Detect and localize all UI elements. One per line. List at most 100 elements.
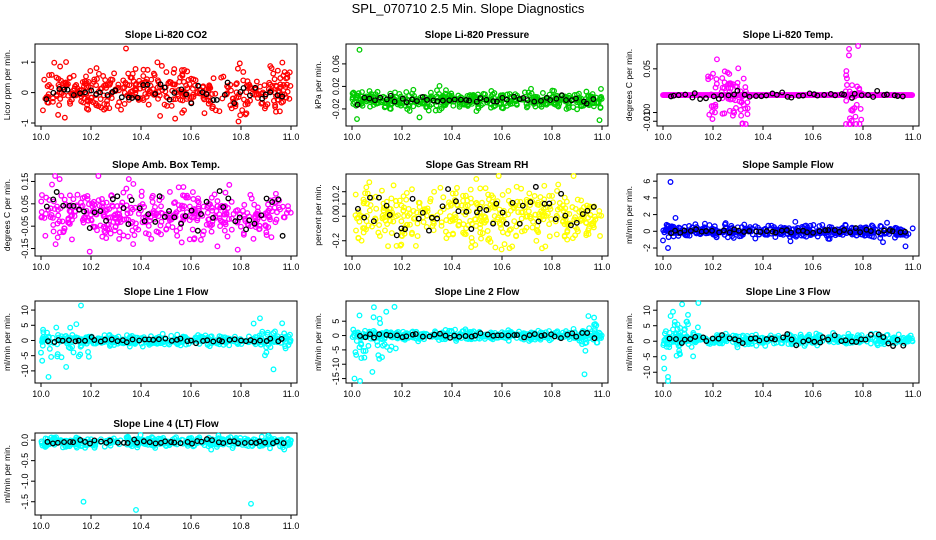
data-point <box>858 92 865 99</box>
data-point <box>356 218 363 225</box>
data-point <box>558 190 565 197</box>
data-point <box>231 336 238 343</box>
data-point <box>61 196 68 203</box>
data-point <box>235 440 242 447</box>
data-point <box>690 353 697 360</box>
plot-frame <box>34 173 298 257</box>
data-point <box>350 326 357 333</box>
data-point <box>784 93 791 100</box>
data-point <box>540 213 547 220</box>
panel-title: Slope Amb. Box Temp. <box>112 160 220 171</box>
data-point <box>811 338 818 345</box>
data-point <box>412 242 419 249</box>
highlight-points <box>44 436 287 447</box>
y-tick-label: -0.01 <box>642 111 652 132</box>
data-point <box>49 98 56 105</box>
data-point <box>42 443 49 450</box>
data-point <box>767 332 774 339</box>
data-point <box>518 209 525 216</box>
panel-title: Slope Line 4 (LT) Flow <box>113 419 219 430</box>
data-point <box>472 332 479 339</box>
x-tick-label: 10.0 <box>343 389 361 399</box>
data-point <box>842 337 849 344</box>
data-point <box>711 223 718 230</box>
data-point <box>367 331 373 338</box>
data-point <box>112 87 119 94</box>
data-point <box>257 315 263 322</box>
data-point <box>463 225 470 232</box>
data-point <box>157 81 164 88</box>
x-tick-label: 11.0 <box>594 389 611 399</box>
data-point <box>88 217 95 224</box>
data-point <box>816 228 823 235</box>
data-point <box>103 217 110 224</box>
data-point <box>403 196 410 203</box>
data-point <box>361 354 368 361</box>
data-point <box>251 201 258 208</box>
data-point <box>721 68 728 75</box>
data-point <box>216 108 223 115</box>
data-point <box>426 227 432 234</box>
data-point <box>477 95 484 102</box>
data-point <box>240 85 247 91</box>
data-point <box>402 103 409 109</box>
data-point <box>438 219 445 226</box>
data-point <box>737 88 744 95</box>
data-point <box>53 324 60 331</box>
y-tick-label: 0.02 <box>331 78 341 96</box>
data-point <box>279 320 286 327</box>
x-tick-label: 10.0 <box>32 389 50 399</box>
data-point <box>197 236 204 243</box>
data-point <box>797 331 804 338</box>
data-point <box>189 85 196 92</box>
data-point <box>393 232 400 239</box>
data-point <box>500 217 506 224</box>
data-point <box>841 91 848 98</box>
data-point <box>431 188 438 195</box>
data-point <box>200 95 207 101</box>
x-tick-label: 10.2 <box>704 132 722 142</box>
data-point <box>92 442 99 449</box>
y-tick-label: -5 <box>642 353 652 361</box>
data-point <box>55 111 62 118</box>
x-tick-label: 10.6 <box>182 521 200 531</box>
data-point <box>673 336 679 343</box>
data-point <box>359 89 365 95</box>
data-point <box>490 98 497 105</box>
data-point <box>151 72 158 79</box>
data-point <box>563 97 569 104</box>
data-point <box>687 336 694 342</box>
data-point <box>451 96 458 103</box>
data-point <box>908 335 915 342</box>
plot-frame <box>656 173 920 257</box>
data-point <box>107 230 114 237</box>
data-point <box>735 65 742 72</box>
data-point <box>82 439 89 445</box>
data-point <box>590 103 597 110</box>
data-point <box>107 437 113 444</box>
data-point <box>705 76 712 83</box>
data-point <box>388 195 395 202</box>
data-point <box>171 81 178 88</box>
data-point <box>778 340 785 347</box>
data-point <box>381 104 388 111</box>
data-point <box>263 195 270 202</box>
data-point <box>551 333 558 340</box>
data-point <box>234 207 241 214</box>
data-point <box>228 226 235 233</box>
data-point <box>814 92 821 99</box>
data-point <box>518 228 525 235</box>
data-point <box>406 221 413 228</box>
data-point <box>284 88 291 95</box>
data-point <box>598 93 605 100</box>
data-point <box>120 232 127 239</box>
x-tick-label: 10.6 <box>182 389 200 399</box>
data-point <box>370 314 377 321</box>
data-point <box>87 440 93 447</box>
data-point <box>831 227 838 234</box>
data-point <box>125 221 132 228</box>
data-point <box>363 184 370 191</box>
data-point <box>70 439 77 446</box>
data-point <box>263 232 270 238</box>
